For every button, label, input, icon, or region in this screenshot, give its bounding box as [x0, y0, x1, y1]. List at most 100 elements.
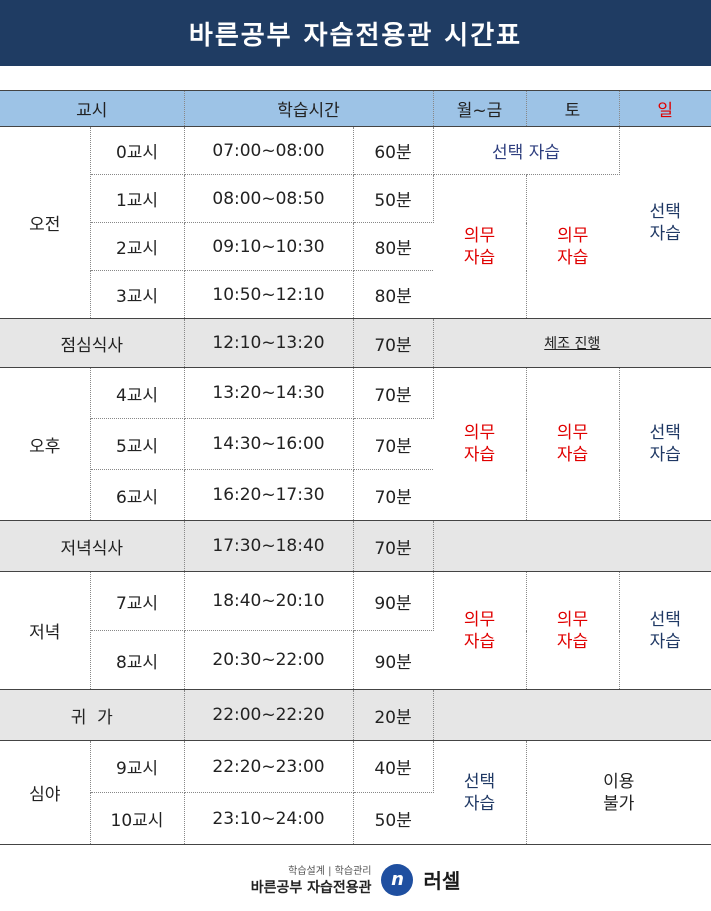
sat-status-text: 의무 자습: [556, 609, 589, 652]
period-cell: 2교시: [90, 222, 185, 271]
duration-cell: 80분: [353, 222, 433, 271]
duration-cell: 80분: [353, 270, 433, 319]
time-cell: 18:40~20:10: [184, 571, 354, 631]
zero-period-status: 선택 자습: [433, 126, 620, 175]
sun-status-evening: 선택 자습: [619, 571, 711, 690]
table-row: 오전 0교시 07:00~08:00 60분 선택 자습 선택 자습: [0, 126, 711, 319]
table-row: 6교시 16:20~17:30 70분: [0, 469, 711, 521]
section-label-morning: 오전: [0, 126, 91, 319]
period-cell: 0교시: [90, 126, 185, 175]
duration-cell: 40분: [353, 740, 434, 793]
period-cell: 4교시: [90, 367, 185, 419]
footer-name: 바른공부 자습전용관: [250, 880, 372, 896]
header-row: 교시 학습시간 월~금 토 일: [0, 90, 711, 127]
footer-text: 학습설계 | 학습관리 바른공부 자습전용관: [251, 862, 372, 897]
period-cell: 8교시: [90, 630, 185, 690]
brand-name: 러셀: [423, 869, 461, 893]
sat-status-afternoon: 의무 자습: [526, 367, 620, 521]
time-cell: 22:00~22:20: [184, 689, 354, 741]
time-cell: 12:10~13:20: [184, 318, 354, 368]
duration-cell: 70분: [353, 520, 434, 572]
go-home-empty: [433, 689, 711, 741]
time-cell: 09:10~10:30: [184, 222, 354, 271]
table-row: 2교시 09:10~10:30 80분: [0, 222, 711, 271]
lunch-note: 체조 진행: [433, 318, 711, 368]
table-row: 1교시 08:00~08:50 50분 의무 자습 의무 자습: [0, 174, 711, 319]
section-label-afternoon: 오후: [0, 367, 91, 521]
weekday-status-text: 의무 자습: [463, 423, 496, 465]
meal-row-dinner: 저녁식사 17:30~18:40 70분: [0, 520, 711, 572]
period-cell: 10교시: [90, 792, 185, 845]
period-cell: 3교시: [90, 270, 185, 319]
sun-status-text: 선택 자습: [649, 423, 681, 465]
table-row: 8교시 20:30~22:00 90분: [0, 630, 711, 690]
page-title: 바른공부 자습전용관 시간표: [0, 0, 711, 66]
sat-status-evening: 의무 자습: [526, 571, 620, 690]
time-cell: 16:20~17:30: [184, 469, 354, 521]
sat-status-text: 의무 자습: [557, 225, 589, 268]
header-sat: 토: [526, 90, 620, 127]
duration-cell: 70분: [353, 367, 434, 419]
section-label-night: 심야: [0, 740, 91, 845]
meal-label: 점심식사: [0, 318, 185, 368]
brand-logo-icon: n: [381, 863, 414, 896]
weekday-status-night: 선택 자습: [433, 740, 527, 845]
weekday-status-text: 의무 자습: [463, 609, 496, 652]
sat-status-text: 의무 자습: [556, 423, 589, 465]
time-cell: 07:00~08:00: [184, 126, 354, 175]
sun-status-text: 선택 자습: [649, 201, 681, 244]
exercise-note: 체조 진행: [544, 336, 601, 352]
table-row: 오후 4교시 13:20~14:30 70분 의무 자습 의무 자습 선택 자습: [0, 367, 711, 521]
sat-status-morning: 의무 자습: [526, 174, 619, 319]
time-cell: 23:10~24:00: [184, 792, 354, 845]
duration-cell: 70분: [353, 318, 434, 368]
weekday-status-evening: 의무 자습: [433, 571, 527, 690]
weekday-status-afternoon: 의무 자습: [433, 367, 527, 521]
duration-cell: 50분: [353, 174, 434, 223]
duration-cell: 50분: [353, 792, 433, 845]
period-cell: 6교시: [90, 469, 185, 521]
go-home-label: 귀 가: [0, 689, 185, 741]
header-weekday: 월~금: [433, 90, 527, 127]
header-period: 교시: [0, 90, 185, 127]
meal-label: 저녁식사: [0, 520, 185, 572]
table-row: 5교시 14:30~16:00 70분: [0, 418, 711, 470]
sun-status-morning: 선택 자습: [619, 126, 711, 319]
weekend-status-text: 이용 불가: [603, 771, 635, 814]
sun-status-afternoon: 선택 자습: [619, 367, 711, 521]
footer: 학습설계 | 학습관리 바른공부 자습전용관 n 러셀: [0, 852, 711, 907]
duration-cell: 90분: [353, 571, 434, 631]
duration-cell: 90분: [353, 630, 433, 690]
meal-row-lunch: 점심식사 12:10~13:20 70분 체조 진행: [0, 318, 711, 368]
time-cell: 17:30~18:40: [184, 520, 354, 572]
time-cell: 20:30~22:00: [184, 630, 354, 690]
section-label-evening: 저녁: [0, 571, 91, 690]
duration-cell: 70분: [353, 418, 433, 470]
period-cell: 5교시: [90, 418, 185, 470]
dinner-empty: [433, 520, 711, 572]
table-row: 10교시 23:10~24:00 50분: [0, 792, 711, 845]
header-time: 학습시간: [184, 90, 434, 127]
weekend-status-night: 이용 불가: [526, 740, 711, 845]
footer-tagline: 학습설계 | 학습관리: [288, 866, 372, 877]
sun-status-text: 선택 자습: [649, 609, 681, 652]
duration-cell: 60분: [353, 126, 434, 175]
table-row: 저녁 7교시 18:40~20:10 90분 의무 자습 의무 자습 선택 자습: [0, 571, 711, 690]
time-cell: 22:20~23:00: [184, 740, 354, 793]
weekday-status-text: 선택 자습: [463, 771, 496, 814]
time-cell: 08:00~08:50: [184, 174, 354, 223]
header-sun: 일: [619, 90, 711, 127]
weekday-status-morning: 의무 자습: [433, 174, 527, 319]
period-cell: 7교시: [90, 571, 185, 631]
duration-cell: 70분: [353, 469, 433, 521]
period-cell: 9교시: [90, 740, 185, 793]
time-cell: 13:20~14:30: [184, 367, 354, 419]
timetable: 교시 학습시간 월~금 토 일 오전 0교시 07:00~08:00 60분 선…: [0, 90, 711, 845]
time-cell: 10:50~12:10: [184, 270, 354, 319]
table-row: 3교시 10:50~12:10 80분: [0, 270, 711, 319]
table-row: 심야 9교시 22:20~23:00 40분 선택 자습 이용 불가: [0, 740, 711, 845]
time-cell: 14:30~16:00: [184, 418, 354, 470]
period-cell: 1교시: [90, 174, 185, 223]
duration-cell: 20분: [353, 689, 434, 741]
weekday-status-text: 의무 자습: [463, 225, 496, 268]
